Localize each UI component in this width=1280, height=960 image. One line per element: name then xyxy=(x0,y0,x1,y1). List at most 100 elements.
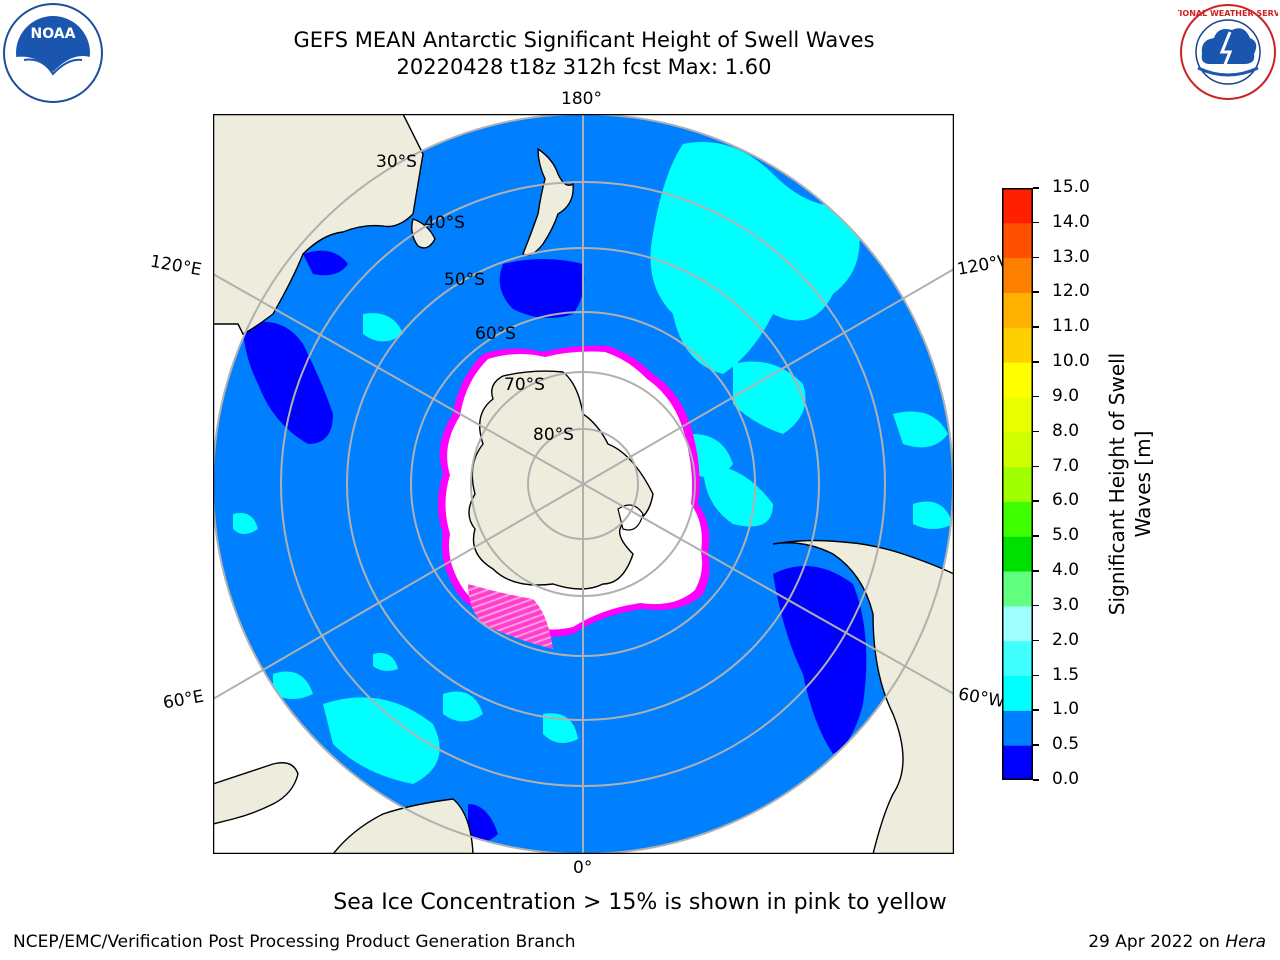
land-masses xyxy=(213,114,954,854)
swell-patch-cyan xyxy=(323,697,440,784)
colorbar-segment xyxy=(1002,745,1033,780)
colorbar-tick-mark xyxy=(1033,326,1039,328)
nws-logo-text: NATIONAL WEATHER SERVICE xyxy=(1178,9,1278,18)
noaa-logo-text: NOAA xyxy=(31,26,76,42)
colorbar-segment xyxy=(1002,362,1033,398)
swell-patch-cyan xyxy=(543,713,578,743)
colorbar-tick-label: 15.0 xyxy=(1052,177,1090,197)
land-australia xyxy=(213,114,424,335)
colorbar-tick-mark xyxy=(1033,430,1039,433)
colorbar-tick-label: 7.0 xyxy=(1052,455,1080,476)
nws-logo: NATIONAL WEATHER SERVICE xyxy=(1178,4,1278,100)
swell-patch-cyan xyxy=(703,464,773,527)
footer-host: Hera xyxy=(1225,932,1266,952)
swell-patch-cyan xyxy=(373,653,398,671)
land-madagascar-region xyxy=(213,762,299,825)
colorbar-segment xyxy=(1002,675,1033,711)
colorbar-segment xyxy=(1002,536,1033,572)
colorbar-segment xyxy=(1002,640,1033,677)
colorbar-tick-mark xyxy=(1033,674,1039,677)
sea-ice-weddell-pink xyxy=(468,584,553,649)
swell-patch-cyan xyxy=(363,313,403,342)
lon-label-0: 0° xyxy=(573,858,593,878)
swell-patch-cyan xyxy=(913,501,953,529)
colorbar-tick-label: 0.5 xyxy=(1052,734,1080,755)
colorbar-tick-mark xyxy=(1033,221,1039,224)
lon-label-60e: 60°E xyxy=(161,686,206,714)
swell-patch-cyan xyxy=(443,691,483,722)
colorbar xyxy=(1002,188,1033,780)
lat-label-70s: 70°S xyxy=(504,375,545,395)
colorbar-tick-label: 13.0 xyxy=(1052,246,1090,267)
map-border xyxy=(213,114,954,854)
colorbar-segment xyxy=(1002,222,1033,259)
swell-patch-cyan xyxy=(233,513,258,534)
swell-patch-low xyxy=(303,250,348,276)
colorbar-tick-label: 3.0 xyxy=(1052,594,1080,615)
colorbar-segment xyxy=(1002,605,1033,642)
land-southern-africa xyxy=(332,798,474,854)
swell-patch-cyan xyxy=(273,671,313,699)
colorbar-segment xyxy=(1002,257,1033,293)
colorbar-title-line1: Significant Height of Swell xyxy=(1105,352,1129,616)
lon-label-120w: 120°W xyxy=(955,252,1004,280)
polar-map xyxy=(213,114,954,854)
colorbar-tick-label: 1.5 xyxy=(1052,664,1080,685)
lon-label-120e: 120°E xyxy=(148,251,204,281)
colorbar-tick-label: 9.0 xyxy=(1052,385,1080,406)
swell-patch-cyan xyxy=(893,411,948,448)
colorbar-tick-mark xyxy=(1033,570,1039,572)
page-title: GEFS MEAN Antarctic Significant Height o… xyxy=(293,28,875,52)
colorbar-tick-mark xyxy=(1033,395,1039,398)
lon-label-60w: 60°W xyxy=(956,684,1004,712)
colorbar-tick-label: 5.0 xyxy=(1052,525,1080,546)
colorbar-segment xyxy=(1002,188,1033,224)
noaa-logo: NOAA xyxy=(3,3,103,103)
colorbar-tick-mark xyxy=(1033,361,1039,363)
swell-patch-cyan xyxy=(650,142,860,374)
colorbar-segment xyxy=(1002,396,1033,433)
colorbar-segment xyxy=(1002,327,1033,363)
sea-ice-note: Sea Ice Concentration > 15% is shown in … xyxy=(333,890,947,915)
colorbar-tick-label: 6.0 xyxy=(1052,490,1080,511)
colorbar-segment xyxy=(1002,501,1033,537)
lon-label-180: 180° xyxy=(561,89,602,109)
swell-patch-low xyxy=(773,566,867,754)
colorbar-segment xyxy=(1002,571,1033,607)
colorbar-tick-label: 12.0 xyxy=(1052,281,1090,302)
swell-patch-low xyxy=(499,259,585,318)
footer-date-text: 29 Apr 2022 on xyxy=(1088,932,1226,952)
colorbar-title-line2: Waves [m] xyxy=(1131,430,1155,538)
colorbar-segment xyxy=(1002,710,1033,746)
lat-label-60s: 60°S xyxy=(475,324,516,344)
colorbar-tick-mark xyxy=(1033,535,1039,537)
antarctic-peninsula-gap xyxy=(617,504,644,531)
swell-patch-low xyxy=(468,804,498,842)
colorbar-tick-label: 11.0 xyxy=(1052,316,1090,337)
colorbar-tick-mark xyxy=(1033,500,1039,502)
colorbar-tick-mark xyxy=(1033,779,1039,781)
lat-label-80s: 80°S xyxy=(533,425,574,445)
colorbar-tick-mark xyxy=(1033,465,1039,468)
colorbar-tick-mark xyxy=(1033,709,1039,711)
page-subtitle: 20220428 t18z 312h fcst Max: 1.60 xyxy=(396,55,772,79)
land-new-zealand xyxy=(522,147,574,256)
map-frame xyxy=(213,114,954,854)
colorbar-tick-mark xyxy=(1033,744,1039,746)
swell-patch-cyan xyxy=(693,434,733,478)
land-south-america xyxy=(772,539,954,854)
footer-branch: NCEP/EMC/Verification Post Processing Pr… xyxy=(13,932,576,952)
antarctica-group xyxy=(438,345,710,649)
colorbar-tick-label: 1.0 xyxy=(1052,699,1080,720)
colorbar-border xyxy=(1002,188,1033,780)
colorbar-tick-label: 0.0 xyxy=(1052,769,1080,789)
footer-date: 29 Apr 2022 on Hera xyxy=(1088,932,1266,952)
lat-label-30s: 30°S xyxy=(376,152,417,172)
colorbar-tick-label: 2.0 xyxy=(1052,629,1080,650)
lat-label-40s: 40°S xyxy=(424,213,465,233)
colorbar-segment xyxy=(1002,466,1033,502)
colorbar-tick-mark xyxy=(1033,604,1039,607)
colorbar-tick-mark xyxy=(1033,291,1039,293)
colorbar-title: Significant Height of Swell Waves [m] xyxy=(1104,353,1156,615)
colorbar-tick-mark xyxy=(1033,639,1039,642)
